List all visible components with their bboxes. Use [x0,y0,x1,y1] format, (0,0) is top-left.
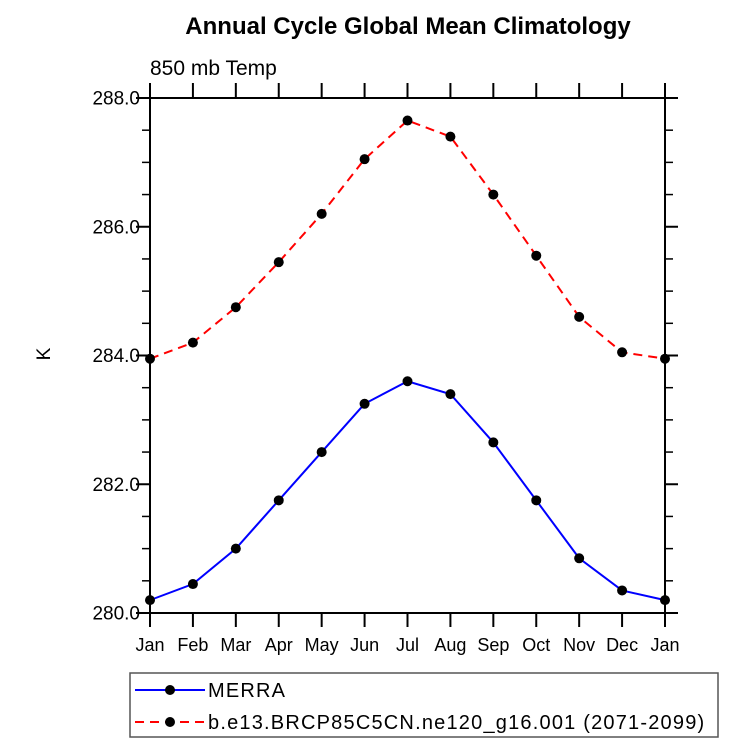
x-tick-label: Jan [650,635,679,655]
chart-subtitle: 850 mb Temp [150,57,277,80]
data-point-marker [402,115,413,126]
data-point-marker [488,189,499,200]
y-axis-label: K [34,347,55,360]
data-point-marker [617,347,628,358]
legend: MERRA b.e13.BRCP85C5CN.ne120_g16.001 (207… [129,672,719,738]
data-point-marker [660,353,670,364]
x-tick-label: Dec [606,635,638,655]
data-point-marker [273,257,284,268]
legend-label: b.e13.BRCP85C5CN.ne120_g16.001 (2071-209… [208,712,705,734]
data-point-marker [359,154,370,165]
legend-label: MERRA [208,680,286,702]
x-tick-label: Jun [350,635,379,655]
legend-items: MERRA b.e13.BRCP85C5CN.ne120_g16.001 (207… [135,680,705,734]
data-point-marker [660,595,670,606]
data-point-marker [402,376,413,387]
x-tick-label: Mar [220,635,251,655]
data-point-marker [574,553,585,564]
data-point-marker [316,208,327,219]
legend-marker [165,717,175,727]
legend-marker [165,685,175,695]
x-tick-label: Jan [135,635,164,655]
data-point-marker [145,353,155,364]
y-tick-label: 284.0 [92,346,140,367]
data-point-marker [230,543,241,554]
x-tick-label: Apr [265,635,293,655]
data-point-marker [488,437,499,448]
x-tick-label: Oct [522,635,550,655]
x-tick-label: Jul [396,635,419,655]
data-point-marker [445,131,456,142]
x-tick-label: Sep [477,635,509,655]
data-point-marker [617,585,628,596]
y-tick-label: 288.0 [92,89,140,110]
legend-box [129,672,719,738]
series-line [149,119,666,360]
x-tick-labels: Jan Feb Mar Apr May Jun Jul Aug Sep Oct Nov Dec Jan [135,635,679,655]
data-point-marker [316,447,327,458]
data-point-marker [187,579,198,590]
x-tick-label: Feb [177,635,208,655]
series-line [149,380,666,602]
plot-frame [149,97,666,614]
data-point-marker [359,398,370,409]
data-point-marker [145,595,155,606]
data-point-marker [531,495,542,506]
x-tick-label: May [305,635,339,655]
data-point-marker [445,389,456,400]
x-tick-label: Aug [434,635,466,655]
data-point-marker [273,495,284,506]
y-tick-label: 282.0 [92,475,140,496]
x-tick-label: Nov [563,635,595,655]
y-tick-labels: 280.0 282.0 284.0 286.0 288.0 [92,89,140,625]
data-point-marker [230,302,241,313]
y-tick-label: 286.0 [92,217,140,238]
y-tick-label: 280.0 [92,604,140,625]
axes [136,83,678,627]
data-point-marker [531,250,542,261]
data-point-marker [187,337,198,348]
data-point-marker [574,311,585,322]
chart-title: Annual Cycle Global Mean Climatology [185,13,631,40]
data-series [145,115,670,606]
